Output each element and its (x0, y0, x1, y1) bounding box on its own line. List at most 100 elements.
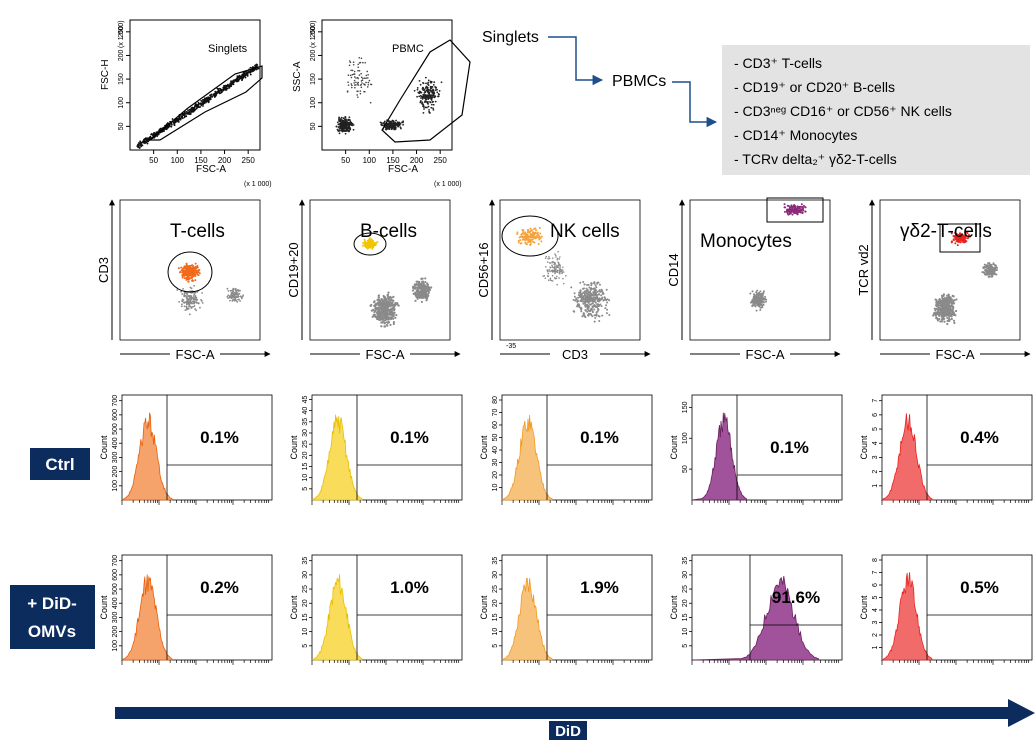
tick-label: 30 (492, 459, 499, 467)
event-dot (390, 125, 393, 128)
event-dot (430, 286, 433, 289)
event-dot (209, 94, 212, 97)
event-dot (604, 307, 607, 310)
event-dot (954, 309, 958, 313)
tick-label: 700 (112, 395, 119, 407)
percent-label: 0.1% (770, 438, 809, 457)
histogram: 91.6% 5 10 15 20 25 30 35 Count (669, 554, 843, 665)
event-dot (202, 105, 204, 107)
event-dot (234, 79, 236, 82)
gated-event-dot (800, 203, 803, 206)
gated-event-dot (196, 264, 199, 267)
flow-arrow (548, 36, 604, 86)
gated-event-dot (185, 263, 188, 266)
event-dot (584, 300, 587, 303)
event-dot (562, 266, 564, 268)
event-dot (338, 132, 341, 135)
gated-event-dot (535, 229, 538, 232)
event-dot (418, 95, 421, 98)
event-dot (936, 317, 939, 320)
event-dot (191, 302, 193, 305)
x-axis-label: FSC-A (176, 347, 215, 362)
event-dot (183, 301, 186, 304)
gated-event-dot (367, 245, 370, 248)
event-dot (358, 62, 361, 64)
tick-label: 30 (302, 429, 309, 437)
tick-label: 35 (682, 557, 689, 565)
gated-event-dot (181, 274, 184, 277)
event-dot (423, 293, 426, 296)
event-dot (346, 122, 349, 125)
event-dot (426, 86, 429, 89)
event-dot (431, 85, 433, 88)
event-dot (416, 95, 418, 98)
event-dot (946, 294, 949, 297)
event-dot (759, 306, 762, 309)
event-dot (593, 292, 596, 295)
event-dot (749, 292, 752, 295)
gated-event-dot (194, 274, 197, 277)
gated-event-dot (364, 243, 367, 246)
event-dot (551, 274, 554, 277)
event-dot (341, 123, 344, 126)
event-dot (371, 309, 374, 312)
histogram: 0.4% 1 2 3 4 5 6 7 Count (859, 394, 1033, 505)
event-dot (388, 120, 391, 123)
y-axis-label: Count (479, 595, 489, 620)
row-label-ctrl: Ctrl (30, 448, 90, 480)
event-dot (595, 313, 598, 316)
event-dot (354, 86, 356, 89)
y-axis-label: Count (99, 595, 109, 620)
gated-event-dot (188, 264, 191, 267)
event-dot (416, 287, 419, 290)
event-dot (556, 257, 559, 260)
event-dot (337, 123, 340, 126)
event-dot (397, 125, 400, 128)
event-dot (188, 110, 191, 113)
event-dot (192, 109, 194, 112)
gated-event-dot (532, 228, 535, 231)
gated-event-dot (522, 236, 525, 239)
event-dot (381, 122, 383, 125)
event-dot (603, 296, 606, 299)
event-dot (435, 87, 437, 89)
event-dot (430, 97, 433, 100)
event-dot (425, 86, 427, 89)
event-dot (586, 292, 589, 295)
event-dot (185, 115, 188, 118)
event-dot (183, 305, 186, 308)
event-dot (430, 103, 433, 106)
event-dot (398, 124, 401, 126)
event-dot (233, 291, 236, 294)
tick-label: 20 (302, 599, 309, 607)
event-dot (344, 124, 347, 126)
event-dot (592, 287, 595, 290)
event-dot (422, 89, 425, 92)
event-dot (989, 265, 992, 268)
event-dot (546, 269, 549, 272)
event-dot (591, 302, 594, 305)
event-dot (390, 316, 393, 319)
event-dot (952, 295, 955, 298)
event-dot (987, 266, 990, 269)
event-dot (188, 295, 190, 298)
event-dot (210, 93, 213, 96)
event-dot (419, 83, 422, 86)
event-dot (428, 288, 431, 291)
event-dot (357, 96, 359, 98)
event-dot (207, 101, 210, 104)
event-dot (184, 309, 187, 312)
gated-event-dot (783, 203, 786, 206)
event-dot (423, 93, 426, 96)
event-dot (990, 263, 993, 266)
gating-plot-singlets: Singlets FSC-A FSC-H (x 1 000) (x 1 000)… (100, 19, 272, 188)
tick-label: 10 (302, 628, 309, 636)
event-dot (395, 119, 397, 122)
event-dot (584, 305, 587, 308)
event-dot (606, 301, 609, 304)
percent-label: 0.1% (390, 428, 429, 447)
event-dot (554, 271, 557, 273)
event-dot (551, 264, 553, 267)
